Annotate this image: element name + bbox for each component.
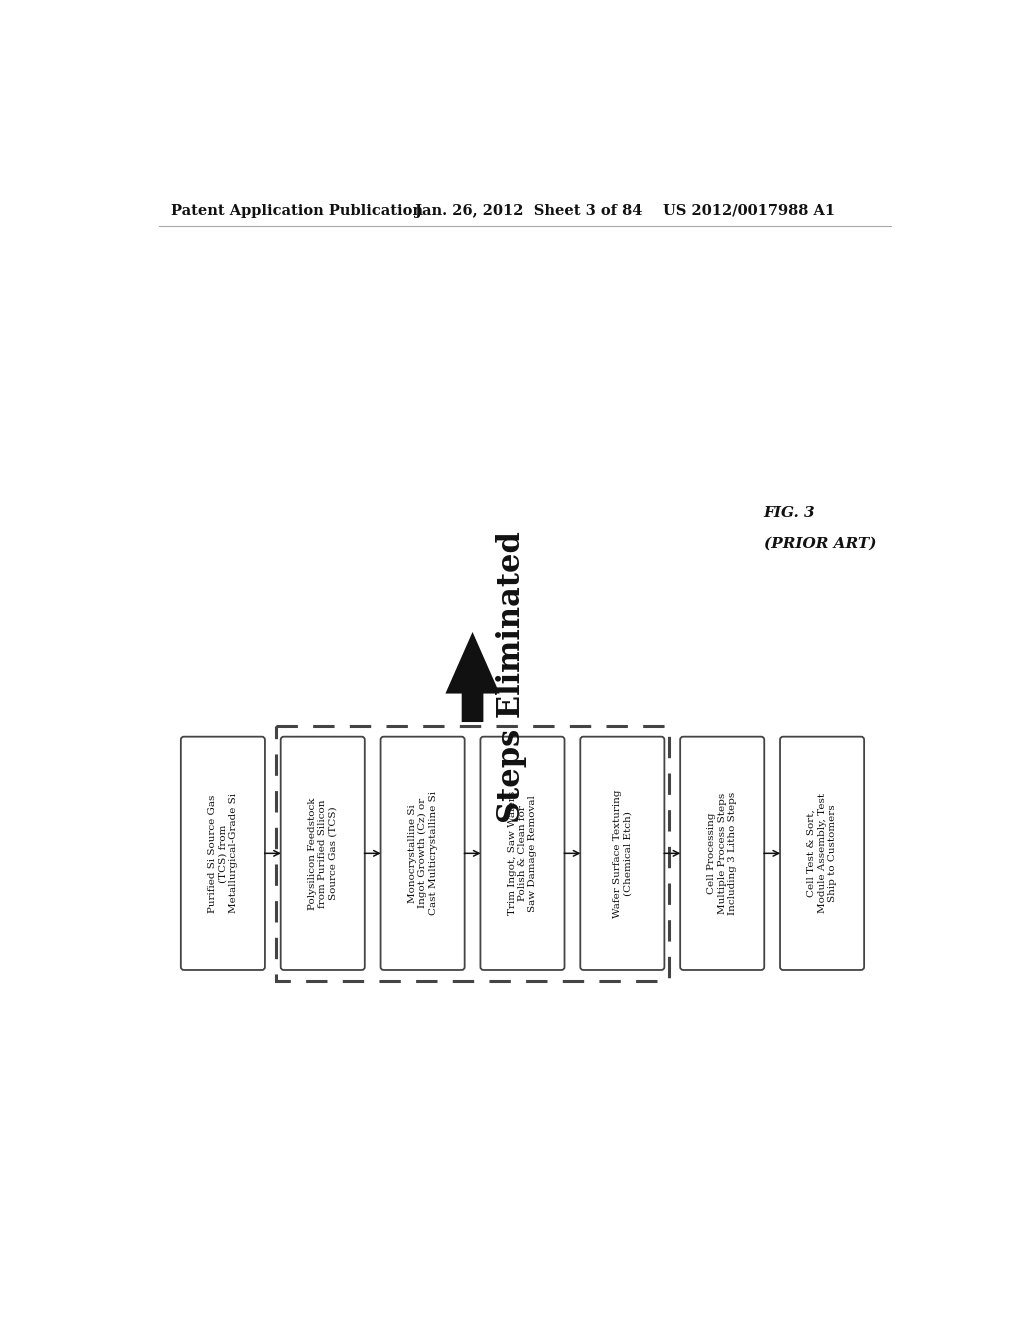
FancyBboxPatch shape [181, 737, 265, 970]
FancyBboxPatch shape [680, 737, 764, 970]
Text: Cell Processing
Multiple Process Steps
Including 3 Litho Steps: Cell Processing Multiple Process Steps I… [708, 792, 737, 915]
Polygon shape [445, 632, 500, 722]
Text: Trim Ingot, Saw Wafers
Polish & Clean for
Saw Damage Removal: Trim Ingot, Saw Wafers Polish & Clean fo… [508, 791, 538, 916]
Text: FIG. 3: FIG. 3 [764, 506, 815, 520]
FancyBboxPatch shape [780, 737, 864, 970]
FancyBboxPatch shape [281, 737, 365, 970]
Text: Steps Eliminated: Steps Eliminated [496, 531, 526, 822]
Text: Wafer Surface Texturing
(Chemical Etch): Wafer Surface Texturing (Chemical Etch) [612, 789, 632, 917]
Text: Polysilicon Feedstock
from Purified Silicon
Source Gas (TCS): Polysilicon Feedstock from Purified Sili… [308, 797, 338, 909]
FancyBboxPatch shape [381, 737, 465, 970]
FancyBboxPatch shape [480, 737, 564, 970]
Text: US 2012/0017988 A1: US 2012/0017988 A1 [663, 203, 835, 218]
Text: (PRIOR ART): (PRIOR ART) [764, 536, 876, 550]
Text: Purified Si Source Gas
(TCS) from
Metallurgical-Grade Si: Purified Si Source Gas (TCS) from Metall… [208, 793, 238, 913]
Text: Cell Test & Sort,
Module Assembly, Test
Ship to Customers: Cell Test & Sort, Module Assembly, Test … [807, 793, 837, 913]
FancyBboxPatch shape [581, 737, 665, 970]
Text: Patent Application Publication: Patent Application Publication [171, 203, 423, 218]
Text: Monocrystalline Si
Ingot Growth (Cz) or
Cast Multicrystalline Si: Monocrystalline Si Ingot Growth (Cz) or … [408, 791, 437, 915]
Text: Jan. 26, 2012  Sheet 3 of 84: Jan. 26, 2012 Sheet 3 of 84 [415, 203, 642, 218]
